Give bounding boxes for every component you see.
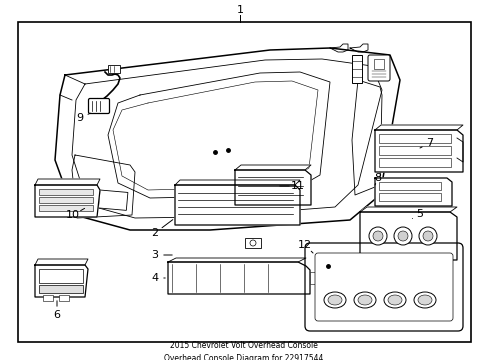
Bar: [309, 272, 317, 284]
Text: 1: 1: [236, 5, 243, 15]
Circle shape: [368, 227, 386, 245]
Circle shape: [422, 231, 432, 241]
Text: 5: 5: [416, 209, 423, 219]
Text: 2015 Chevrolet Volt Overhead Console
Overhead Console Diagram for 22917544: 2015 Chevrolet Volt Overhead Console Ove…: [164, 341, 323, 360]
Bar: [378, 158, 450, 167]
Bar: [39, 269, 83, 283]
Bar: [18, 22, 470, 342]
Ellipse shape: [327, 295, 341, 305]
Bar: [351, 55, 361, 83]
Text: 7: 7: [426, 138, 433, 148]
Polygon shape: [359, 207, 456, 212]
Bar: [98, 190, 128, 210]
Text: 8: 8: [374, 173, 381, 183]
Bar: [39, 285, 83, 293]
Circle shape: [249, 240, 256, 246]
Ellipse shape: [387, 295, 401, 305]
Polygon shape: [175, 185, 299, 225]
Polygon shape: [235, 170, 310, 205]
Bar: [378, 193, 440, 201]
FancyBboxPatch shape: [314, 253, 452, 321]
Bar: [378, 146, 450, 155]
Polygon shape: [35, 185, 100, 217]
Bar: [244, 238, 261, 248]
Polygon shape: [175, 180, 299, 185]
Bar: [378, 134, 450, 143]
Polygon shape: [374, 130, 462, 172]
Text: 11: 11: [290, 181, 305, 191]
FancyBboxPatch shape: [305, 243, 462, 331]
Polygon shape: [35, 265, 88, 297]
Ellipse shape: [383, 292, 405, 308]
Circle shape: [393, 227, 411, 245]
Text: 10: 10: [66, 210, 80, 220]
Circle shape: [372, 231, 382, 241]
Text: 6: 6: [53, 310, 61, 320]
Bar: [39, 189, 93, 195]
Bar: [378, 182, 440, 190]
Polygon shape: [359, 212, 456, 260]
Polygon shape: [35, 179, 100, 185]
Bar: [59, 295, 69, 301]
Text: 4: 4: [151, 273, 158, 283]
Ellipse shape: [417, 295, 431, 305]
Ellipse shape: [324, 292, 346, 308]
Polygon shape: [235, 165, 310, 170]
FancyBboxPatch shape: [367, 55, 389, 81]
Ellipse shape: [357, 295, 371, 305]
Polygon shape: [374, 125, 462, 130]
Ellipse shape: [413, 292, 435, 308]
Text: 12: 12: [297, 240, 311, 250]
Ellipse shape: [353, 292, 375, 308]
Polygon shape: [35, 259, 88, 265]
FancyBboxPatch shape: [88, 99, 109, 113]
Bar: [39, 197, 93, 203]
Text: 2: 2: [151, 228, 158, 238]
Polygon shape: [374, 178, 451, 206]
Circle shape: [397, 231, 407, 241]
Bar: [373, 59, 383, 69]
Bar: [108, 65, 120, 73]
Text: 3: 3: [151, 250, 158, 260]
Polygon shape: [168, 262, 309, 294]
Circle shape: [418, 227, 436, 245]
Text: 9: 9: [76, 113, 83, 123]
Polygon shape: [168, 258, 305, 262]
Bar: [43, 295, 53, 301]
Bar: [39, 205, 93, 211]
